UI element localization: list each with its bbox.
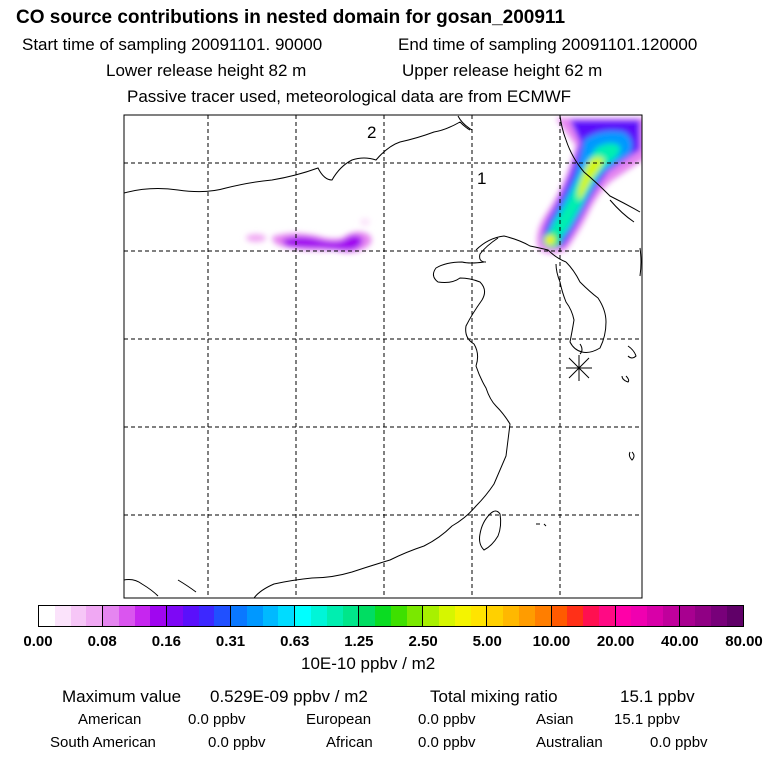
- colorbar-cell: [470, 606, 488, 626]
- colorbar-cell: [375, 606, 391, 626]
- colorbar-tick-label: 2.50: [408, 633, 438, 650]
- colorbar-cell: [167, 606, 183, 626]
- coastline-lines: [124, 115, 642, 598]
- colorbar-unit: 10E-10 ppbv / m2: [301, 654, 436, 673]
- colorbar-cell: [390, 606, 407, 626]
- colorbar-cell: [150, 606, 168, 626]
- colorbar-cell: [182, 606, 199, 626]
- trajectory-label-2: 2: [367, 123, 376, 142]
- trajectory-label-1: 1: [477, 169, 486, 188]
- colorbar-cell: [534, 606, 552, 626]
- region-value: 0.0 ppbv: [188, 711, 246, 728]
- colorbar-tick-label: 0.00: [23, 633, 53, 650]
- colorbar-cell: [39, 606, 55, 626]
- colorbar-tick-label: 20.00: [596, 633, 635, 650]
- colorbar-cell: [454, 606, 471, 626]
- colorbar-cell: [359, 606, 376, 626]
- region-value: 0.0 ppbv: [418, 711, 476, 728]
- colorbar-cell: [86, 606, 104, 626]
- colorbar-cell: [103, 606, 119, 626]
- region-value: 15.1 ppbv: [614, 711, 680, 728]
- colorbar-cell: [70, 606, 87, 626]
- colorbar-tick-label: 10.00: [532, 633, 571, 650]
- colorbar-cell: [583, 606, 599, 626]
- colorbar-tick-label: 0.31: [215, 633, 246, 650]
- grid-lines: [124, 115, 642, 598]
- region-value: 0.0 ppbv: [208, 734, 266, 751]
- colorbar-cell: [246, 606, 263, 626]
- upper-release-height: Upper release height 62 m: [402, 61, 603, 80]
- colorbar-cell: [567, 606, 584, 626]
- max-value-label: Maximum value: [62, 687, 182, 706]
- region-name: Asian: [536, 711, 574, 728]
- total-mixing-value: 15.1 ppbv: [620, 687, 695, 706]
- colorbar-cell: [231, 606, 247, 626]
- colorbar-tick-label: 0.63: [280, 633, 310, 650]
- map-panel: 2 1: [123, 114, 643, 599]
- colorbar-cell: [551, 606, 568, 626]
- region-name: South American: [50, 734, 156, 751]
- colorbar-cell: [295, 606, 312, 626]
- colorbar-cell: [198, 606, 215, 626]
- colorbar-cell: [118, 606, 135, 626]
- region-name: Australian: [536, 734, 603, 751]
- colorbar-tick-label: 5.00: [472, 633, 502, 650]
- map-frame: [123, 114, 643, 599]
- colorbar-tick-label: 80.00: [725, 633, 763, 650]
- colorbar-cell: [726, 606, 743, 626]
- region-value: 0.0 ppbv: [650, 734, 708, 751]
- colorbar-cell: [503, 606, 519, 626]
- region-value: 0.0 ppbv: [418, 734, 476, 751]
- concentration-plume-west: [246, 218, 372, 253]
- station-marker-icon: [566, 355, 592, 381]
- colorbar-cell: [631, 606, 648, 626]
- region-name: American: [78, 711, 142, 728]
- region-name: African: [326, 734, 373, 751]
- colorbar-cell: [134, 606, 151, 626]
- colorbar-cell: [487, 606, 504, 626]
- max-value: 0.529E-09 ppbv / m2: [210, 687, 368, 706]
- colorbar-cell: [214, 606, 232, 626]
- colorbar-cell: [406, 606, 424, 626]
- colorbar-cell: [615, 606, 632, 626]
- start-time-label: Start time of sampling 20091101. 90000: [22, 35, 323, 54]
- colorbar-cell: [598, 606, 616, 626]
- colorbar-cell: [647, 606, 663, 626]
- region-name: European: [306, 711, 372, 728]
- colorbar-cell: [439, 606, 455, 626]
- colorbar-cell: [326, 606, 343, 626]
- colorbar-cell: [311, 606, 327, 626]
- total-mixing-label: Total mixing ratio: [430, 687, 558, 706]
- lower-release-height: Lower release height 82 m: [106, 61, 307, 80]
- colorbar-cell: [518, 606, 535, 626]
- page-title: CO source contributions in nested domain…: [16, 7, 566, 28]
- colorbar-tick-label: 1.25: [344, 633, 374, 650]
- colorbar-tick-label: 40.00: [661, 633, 699, 650]
- colorbar-cell: [695, 606, 712, 626]
- colorbar: [38, 605, 744, 627]
- colorbar-cell: [423, 606, 440, 626]
- colorbar-cell: [662, 606, 680, 626]
- colorbar-cell: [679, 606, 696, 626]
- colorbar-tick-label: 0.08: [87, 633, 117, 650]
- colorbar-cell: [54, 606, 71, 626]
- concentration-plume-northeast: [537, 118, 642, 254]
- colorbar-cell: [711, 606, 727, 626]
- colorbar-cell: [262, 606, 279, 626]
- colorbar-cell: [342, 606, 360, 626]
- colorbar-tick-label: 0.16: [151, 633, 181, 650]
- tracer-note: Passive tracer used, meteorological data…: [127, 87, 572, 106]
- colorbar-cell: [278, 606, 296, 626]
- end-time-label: End time of sampling 20091101.120000: [398, 35, 698, 54]
